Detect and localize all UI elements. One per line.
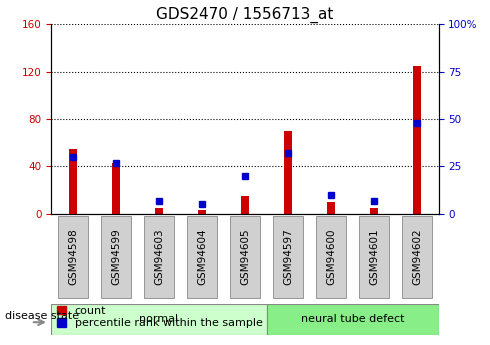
Bar — [198, 210, 206, 214]
FancyBboxPatch shape — [267, 304, 439, 335]
Text: GSM94603: GSM94603 — [154, 229, 164, 285]
FancyBboxPatch shape — [144, 216, 174, 298]
FancyBboxPatch shape — [58, 216, 88, 298]
Bar — [370, 208, 378, 214]
Text: GSM94602: GSM94602 — [412, 229, 422, 285]
Bar — [69, 149, 77, 214]
Bar — [112, 163, 120, 214]
FancyBboxPatch shape — [187, 216, 217, 298]
FancyBboxPatch shape — [273, 216, 303, 298]
Text: GSM94600: GSM94600 — [326, 229, 336, 285]
Text: neural tube defect: neural tube defect — [301, 314, 404, 324]
Bar — [241, 196, 249, 214]
Text: GSM94598: GSM94598 — [68, 229, 78, 285]
FancyBboxPatch shape — [230, 216, 260, 298]
Text: GSM94599: GSM94599 — [111, 229, 121, 285]
Legend: count, percentile rank within the sample: count, percentile rank within the sample — [57, 306, 263, 328]
FancyBboxPatch shape — [359, 216, 389, 298]
Bar — [284, 131, 292, 214]
FancyBboxPatch shape — [51, 304, 267, 335]
Bar — [413, 66, 421, 214]
Bar — [155, 208, 163, 214]
FancyBboxPatch shape — [402, 216, 432, 298]
Text: disease state: disease state — [5, 311, 79, 321]
FancyBboxPatch shape — [101, 216, 131, 298]
Text: normal: normal — [140, 314, 178, 324]
Text: GSM94605: GSM94605 — [240, 229, 250, 285]
FancyBboxPatch shape — [316, 216, 346, 298]
Title: GDS2470 / 1556713_at: GDS2470 / 1556713_at — [156, 7, 334, 23]
Bar — [327, 202, 335, 214]
Text: GSM94601: GSM94601 — [369, 229, 379, 285]
Text: GSM94604: GSM94604 — [197, 229, 207, 285]
Text: GSM94597: GSM94597 — [283, 229, 293, 285]
